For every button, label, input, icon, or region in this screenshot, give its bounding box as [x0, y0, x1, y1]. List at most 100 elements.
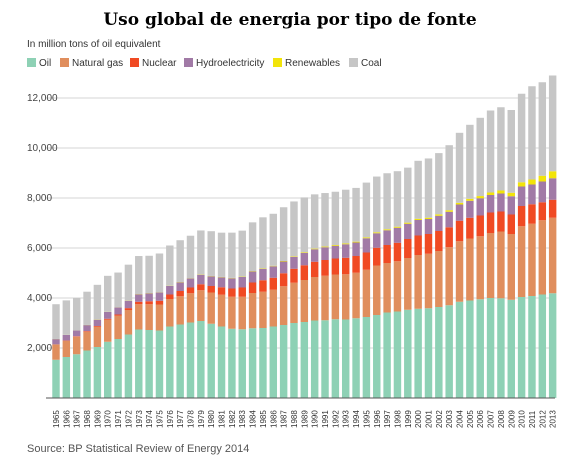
bar-segment — [435, 214, 443, 216]
bar-segment — [217, 232, 226, 277]
bar-segment — [528, 296, 536, 398]
legend-label-0: Oil — [39, 58, 51, 69]
bar-segment — [497, 298, 505, 398]
bar-segment — [114, 307, 122, 315]
bar-segment — [517, 226, 526, 297]
bar-segment — [341, 319, 350, 398]
bar-segment — [114, 272, 122, 308]
bar-segment — [197, 284, 205, 291]
x-tick-label: 1994 — [352, 410, 361, 428]
x-tick-label: 1969 — [93, 410, 102, 428]
bar-segment — [517, 206, 526, 227]
x-tick-label: 1973 — [135, 410, 144, 428]
bar-segment — [104, 318, 112, 320]
bar-segment — [166, 326, 174, 398]
bar-segment — [466, 238, 474, 301]
bar-segment — [248, 293, 257, 329]
bar-segment — [124, 308, 133, 310]
bar-segment — [62, 335, 71, 341]
x-tick-label: 1995 — [362, 410, 371, 428]
bar-segment — [124, 300, 133, 309]
bar-segment — [321, 193, 329, 247]
bar-segment — [362, 317, 371, 398]
x-tick-label: 1977 — [176, 410, 185, 428]
bar-segment — [321, 260, 329, 276]
bar-segment — [310, 320, 319, 398]
bar-segment — [383, 312, 391, 398]
bar-segment — [445, 145, 453, 211]
bar-segment — [383, 229, 391, 231]
bar-segment — [217, 294, 226, 327]
bar-segment — [331, 245, 340, 259]
bar-segment — [279, 261, 288, 262]
bar-segment — [228, 296, 236, 329]
x-tick-label: 2005 — [466, 410, 475, 428]
bar-segment — [217, 277, 226, 288]
x-tick-label: 2006 — [476, 410, 485, 428]
bar-segment — [507, 192, 515, 197]
bar-segment — [135, 294, 143, 302]
y-axis: 2,000 4,000 6,000 8,000 10,000 12,000 — [27, 93, 58, 354]
x-tick-label: 2013 — [549, 410, 558, 428]
bar-segment — [228, 288, 236, 297]
bar-segment — [414, 220, 422, 236]
bar-segment — [238, 329, 246, 398]
bar-segment — [517, 297, 526, 398]
bar-segment — [259, 269, 267, 281]
bar-segment — [486, 212, 495, 233]
legend-swatch-4 — [273, 58, 282, 67]
bar-segment — [424, 253, 433, 309]
bar-segment — [538, 181, 547, 203]
bar-segment — [290, 256, 298, 257]
bar-segment — [435, 231, 443, 251]
bar-segment — [269, 266, 278, 278]
bar-segment — [145, 304, 153, 330]
bar-segment — [414, 255, 422, 309]
bar-segment — [517, 182, 526, 187]
bar-segment — [528, 204, 536, 224]
bar-segment — [124, 310, 133, 335]
bar-segment — [269, 213, 278, 266]
bar-segment — [476, 215, 484, 237]
bar-segment — [497, 190, 505, 194]
bar-segment — [538, 220, 547, 295]
bar-segment — [507, 299, 515, 398]
x-tick-label: 1980 — [207, 410, 216, 428]
bar-segment — [135, 304, 143, 330]
bar-segment — [259, 217, 267, 269]
bar-segment — [435, 251, 443, 307]
x-tick-label: 1997 — [383, 410, 392, 428]
bar-segment — [83, 331, 91, 332]
bar-segment — [497, 193, 505, 212]
bar-segment — [155, 292, 164, 301]
x-tick-label: 1970 — [104, 410, 113, 428]
x-tick-label: 1971 — [114, 410, 123, 428]
bar-segment — [197, 274, 205, 285]
x-tick-label: 1975 — [155, 410, 164, 428]
bar-segment — [228, 328, 236, 398]
bar-segment — [404, 309, 412, 398]
bar-segment — [466, 200, 474, 218]
legend: Oil Natural gas Nuclear Hydroelectricity Ren… — [27, 58, 382, 69]
legend-label-3: Hydroelectricity — [196, 58, 264, 69]
bar-segment — [155, 330, 164, 398]
bar-segment — [93, 319, 102, 326]
bar-segment — [228, 232, 236, 278]
legend-label-1: Natural gas — [72, 58, 123, 69]
bar-segment — [486, 195, 495, 213]
bar-segment — [238, 287, 246, 297]
bar-segment — [248, 222, 257, 272]
bar-segment — [476, 196, 484, 199]
bar-segment — [279, 207, 288, 261]
bar-segment — [352, 187, 360, 242]
x-tick-label: 1966 — [62, 410, 71, 428]
bar-segment — [300, 252, 309, 253]
bar-segment — [538, 175, 547, 182]
bar-segment — [341, 189, 350, 244]
bar-segment — [290, 323, 298, 398]
x-tick-label: 1984 — [249, 410, 258, 428]
x-tick-label: 1965 — [52, 410, 61, 428]
bar-segment — [414, 235, 422, 255]
bar-segment — [538, 202, 547, 221]
legend-swatch-3 — [184, 58, 193, 67]
